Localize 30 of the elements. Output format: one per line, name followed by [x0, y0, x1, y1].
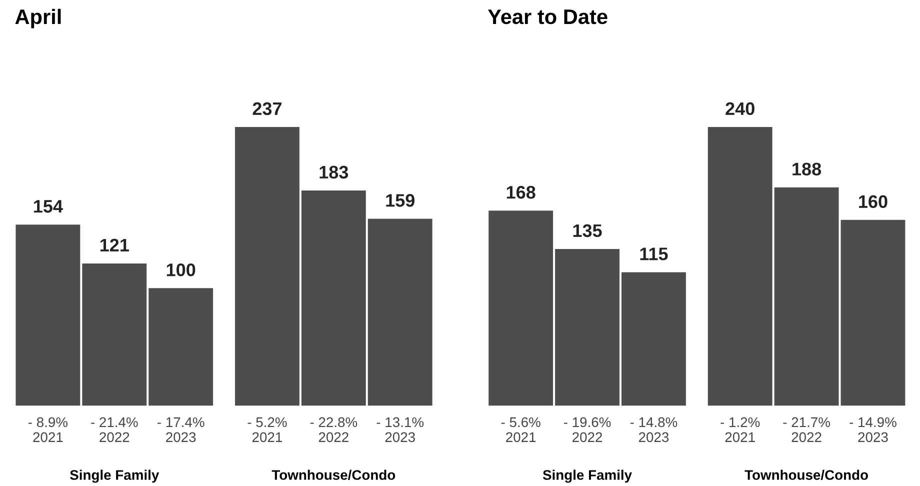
x-tick-label: - 1.2% 2021 [720, 417, 760, 442]
x-tick-label: - 19.6% 2022 [564, 417, 611, 442]
data-label: 159 [386, 194, 414, 207]
text: Single Family [542, 470, 632, 483]
x-tick-label: - 5.2% 2021 [248, 417, 287, 442]
data-label: 160 [859, 195, 888, 208]
x-tick-label: - 14.8% 2023 [630, 417, 678, 442]
data-label: 115 [640, 248, 668, 260]
text: Townhouse/Condo [744, 470, 868, 480]
data-label: 100 [166, 263, 196, 276]
data-label: 168 [506, 186, 536, 199]
data-label: 183 [320, 166, 348, 179]
data-label: 121 [100, 238, 129, 252]
data-label: 154 [34, 200, 63, 213]
x-tick-label: - 13.1% 2023 [376, 417, 424, 442]
x-tick-label: - 5.6% 2021 [501, 417, 540, 442]
chart-title: April [15, 8, 61, 28]
text: Townhouse/Condo [272, 470, 396, 480]
data-label: 240 [726, 102, 754, 116]
text: Single Family [70, 470, 160, 483]
x-tick-label: - 21.4% 2022 [91, 417, 138, 442]
x-tick-label: - 8.9% 2021 [28, 417, 68, 442]
x-tick-label: - 21.7% 2022 [783, 417, 830, 442]
chart-title: Year to Date [488, 10, 608, 24]
data-label: 135 [573, 224, 602, 238]
data-label: 188 [792, 162, 822, 176]
x-tick-label: - 17.4% 2023 [158, 417, 204, 442]
data-label: 237 [252, 102, 282, 116]
x-tick-label: - 22.8% 2022 [310, 417, 358, 442]
x-tick-label: - 14.9% 2023 [850, 417, 896, 442]
